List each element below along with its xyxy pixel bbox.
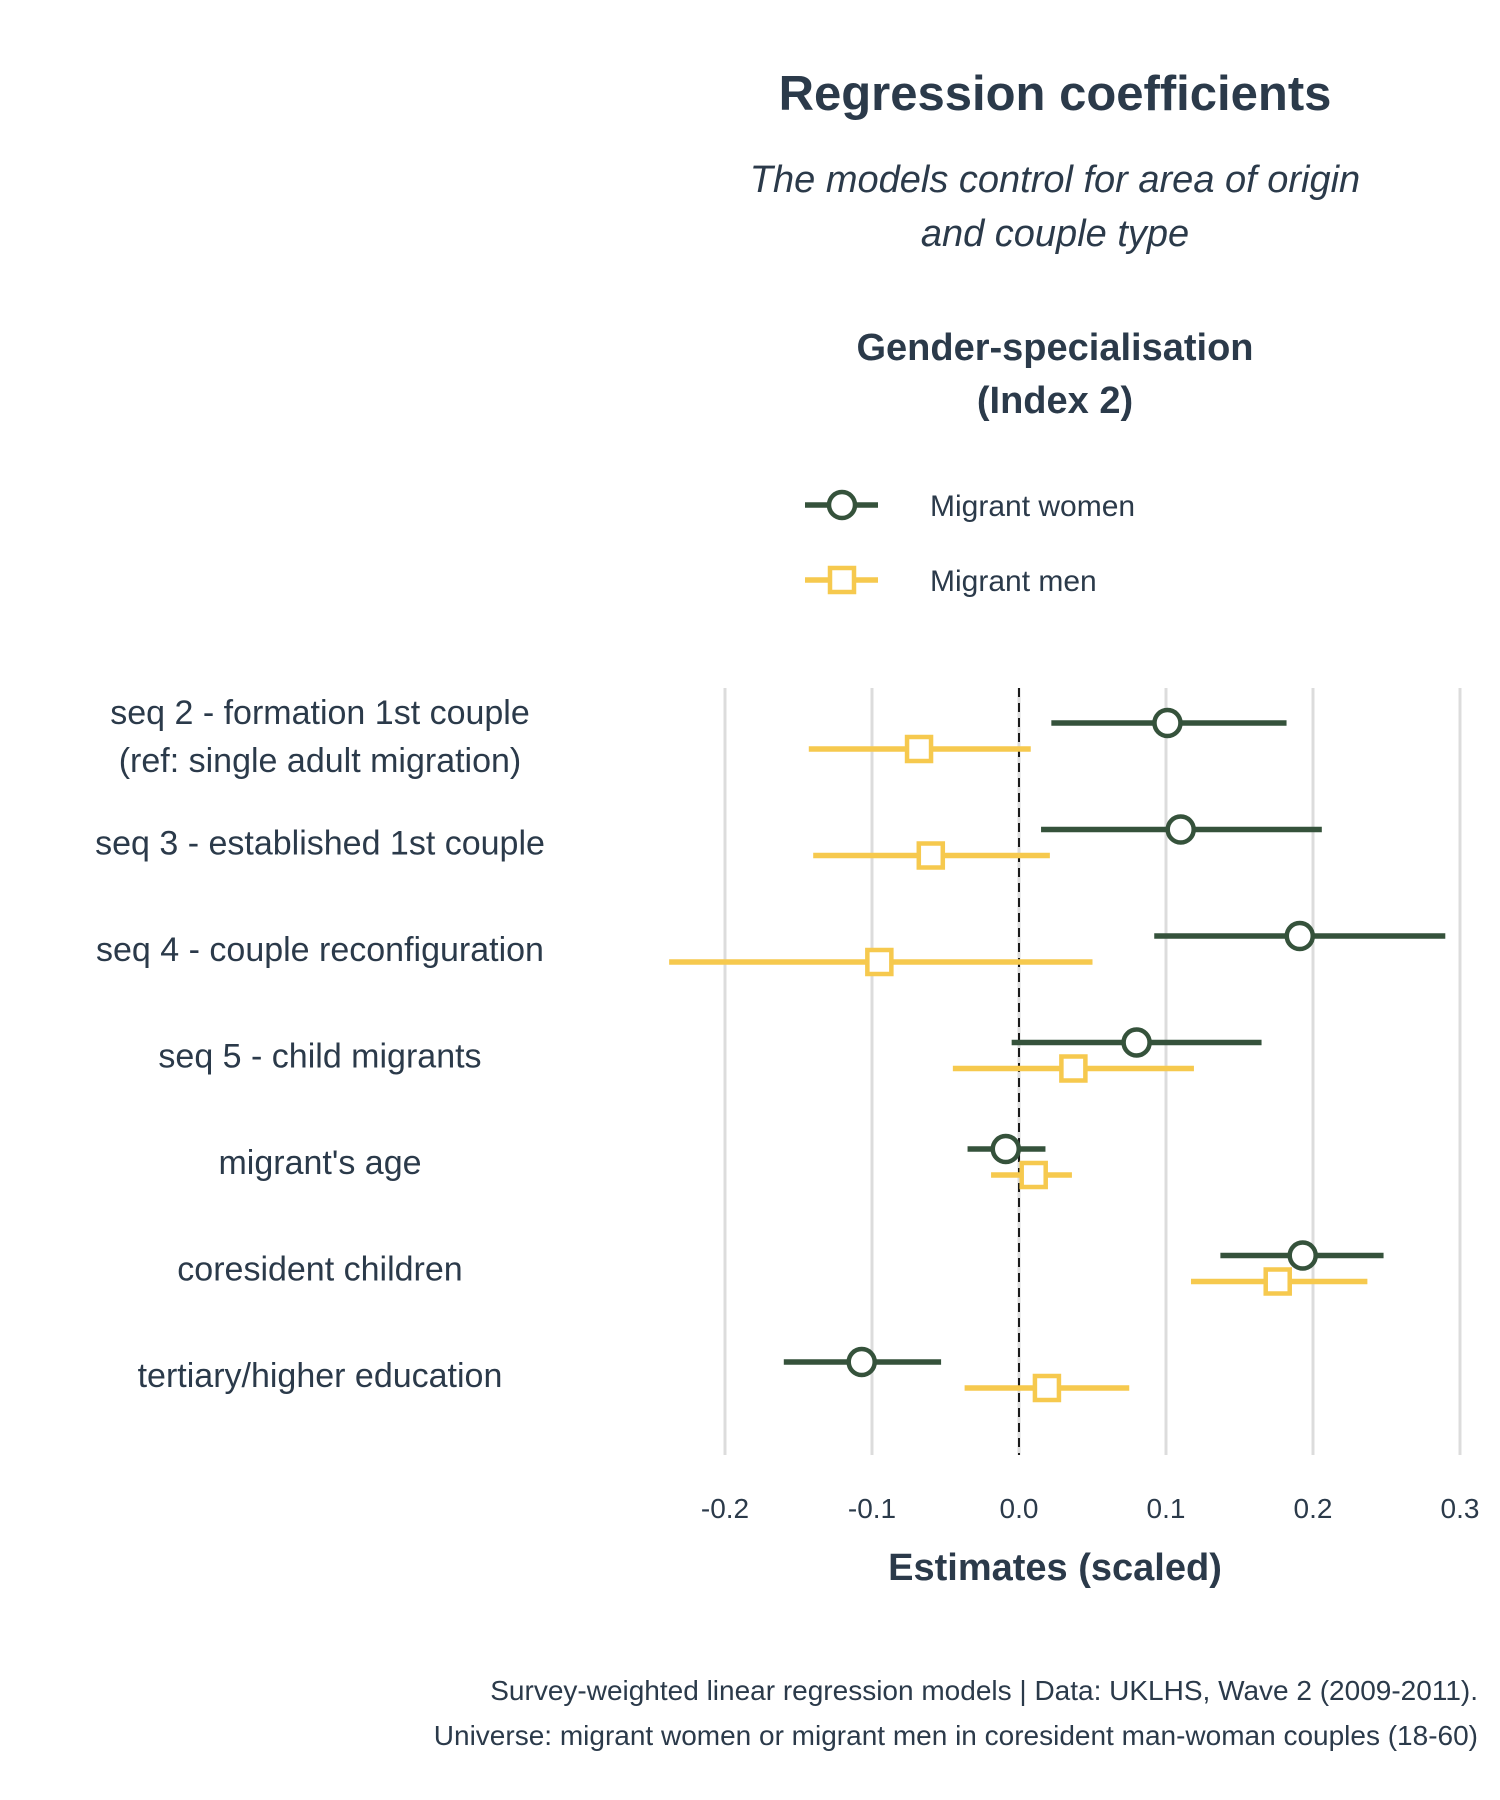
category-label-1-0: seq 3 - established 1st couple	[95, 825, 545, 863]
grid-lines	[723, 688, 1462, 1455]
series-0	[783, 707, 1446, 1378]
series-1	[669, 734, 1368, 1403]
x-tick-label-0: -0.2	[701, 1493, 749, 1524]
point-0-3	[1121, 1027, 1152, 1058]
category-label-4-0: migrant's age	[218, 1144, 421, 1182]
category-label-3-0: seq 5 - child migrants	[158, 1038, 481, 1076]
point-0-4	[990, 1133, 1022, 1165]
series-marks	[669, 707, 1446, 1403]
point-0-6	[846, 1346, 877, 1378]
point-1-2	[865, 947, 894, 977]
caption-line-2: Universe: migrant women or migrant men i…	[434, 1720, 1478, 1751]
category-label-6-0: tertiary/higher education	[138, 1357, 503, 1395]
point-1-5	[1263, 1267, 1292, 1296]
category-label-0-0: seq 2 - formation 1st couple	[110, 694, 530, 732]
x-tick-label-1: -0.1	[848, 1493, 896, 1524]
category-label-0-1: (ref: single adult migration)	[119, 742, 522, 780]
facet-title-line-1: Gender-specialisation	[856, 327, 1253, 369]
point-0-1	[1165, 814, 1196, 845]
facet-title-line-2: (Index 2)	[977, 380, 1133, 422]
legend-marker-0	[826, 489, 858, 521]
legend-marker-1	[827, 565, 857, 595]
legend-item-1: Migrant men	[805, 565, 1097, 598]
x-tick-label-5: 0.3	[1441, 1493, 1480, 1524]
x-axis-title: Estimates (scaled)	[888, 1547, 1222, 1589]
category-labels: seq 2 - formation 1st couple (ref: single…	[95, 694, 545, 1395]
point-0-5	[1287, 1240, 1318, 1271]
x-tick-label-3: 0.1	[1147, 1493, 1186, 1524]
category-label-5-0: coresident children	[177, 1251, 462, 1289]
legend: Migrant women Migrant men	[805, 489, 1135, 598]
point-1-6	[1032, 1373, 1062, 1403]
legend-label-1: Migrant men	[930, 565, 1097, 598]
legend-item-0: Migrant women	[805, 489, 1135, 523]
point-0-2	[1284, 920, 1316, 952]
point-1-3	[1059, 1054, 1088, 1083]
point-1-1	[916, 841, 946, 870]
point-1-4	[1019, 1160, 1048, 1190]
legend-label-0: Migrant women	[930, 490, 1135, 523]
x-tick-label-2: 0.0	[1000, 1493, 1039, 1524]
caption-line-1: Survey-weighted linear regression models…	[490, 1675, 1478, 1706]
point-1-0	[904, 734, 934, 764]
chart-title: Regression coefficients	[779, 67, 1332, 121]
chart-subtitle-line-2: and couple type	[921, 213, 1189, 255]
chart-subtitle-line-1: The models control for area of origin	[750, 159, 1360, 201]
x-tick-label-4: 0.2	[1294, 1493, 1333, 1524]
x-axis-ticks: -0.2 -0.1 0.0 0.1 0.2 0.3	[701, 1493, 1480, 1524]
category-label-2-0: seq 4 - couple reconfiguration	[96, 931, 544, 969]
point-0-0	[1152, 707, 1183, 739]
